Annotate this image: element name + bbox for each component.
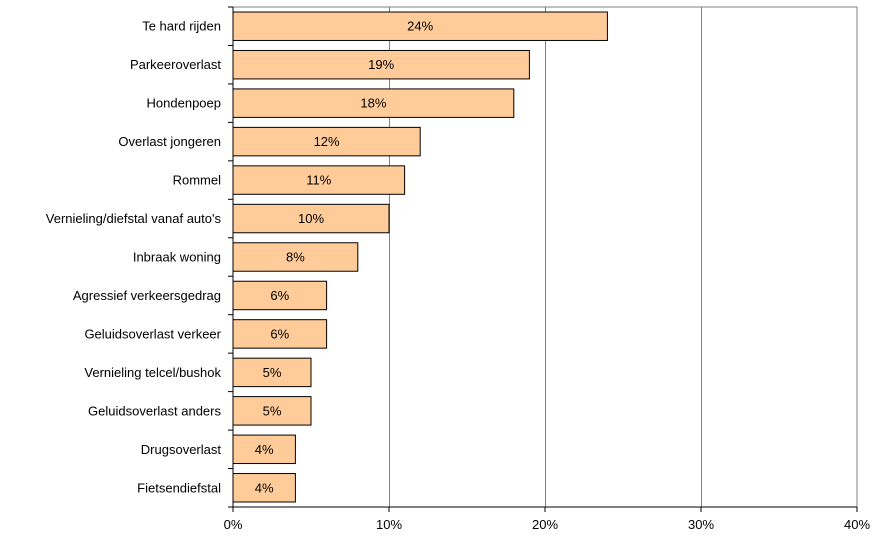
bar [232, 473, 296, 503]
category-label: Agressief verkeersgedrag [73, 288, 221, 303]
x-tick-label: 20% [532, 517, 558, 532]
category-label: Fietsendiefstal [137, 480, 221, 495]
data-label: 12% [314, 134, 340, 149]
category-label: Vernieling telcel/bushok [84, 365, 221, 380]
data-label: 6% [270, 288, 289, 303]
category-label: Overlast jongeren [118, 134, 221, 149]
data-label: 10% [298, 211, 324, 226]
x-tick-label: 10% [376, 517, 402, 532]
data-label: 4% [255, 442, 274, 457]
bar [232, 49, 530, 80]
data-label: 4% [255, 480, 274, 495]
bar [232, 126, 421, 157]
category-label: Parkeeroverlast [130, 57, 221, 72]
x-axis-ticks: 0% 10% 20% 30% 40% [224, 507, 870, 532]
bar [232, 88, 515, 118]
category-label: Drugsoverlast [141, 442, 222, 457]
x-tick-label: 30% [688, 517, 714, 532]
category-label: Rommel [173, 173, 222, 188]
data-label: 5% [263, 403, 282, 418]
category-labels: Te hard rijden Parkeeroverlast Hondenpoep O… [46, 6, 233, 508]
data-label: 5% [263, 365, 282, 380]
data-label: 19% [368, 57, 394, 72]
category-label: Geluidsoverlast anders [88, 403, 221, 418]
category-label: Inbraak woning [133, 250, 221, 265]
bar [232, 165, 406, 195]
data-label: 18% [360, 96, 386, 111]
category-label: Vernieling/diefstal vanaf auto's [46, 211, 222, 226]
data-label: 11% [306, 173, 331, 188]
category-label: Te hard rijden [142, 19, 221, 34]
data-label: 6% [270, 326, 289, 341]
x-tick-label: 0% [224, 517, 243, 532]
x-tick-label: 40% [844, 517, 870, 532]
data-label: 8% [286, 250, 305, 265]
bars [232, 11, 608, 503]
bar [232, 396, 312, 426]
data-labels: 24% 19% 18% 12% 11% 10% 8% 6% 6% 5% 5% 4% 4% [255, 19, 434, 496]
category-label: Hondenpoep [147, 96, 221, 111]
category-label: Geluidsoverlast verkeer [84, 326, 221, 341]
data-label: 24% [407, 19, 433, 34]
bar [232, 11, 608, 41]
bar [232, 203, 390, 234]
